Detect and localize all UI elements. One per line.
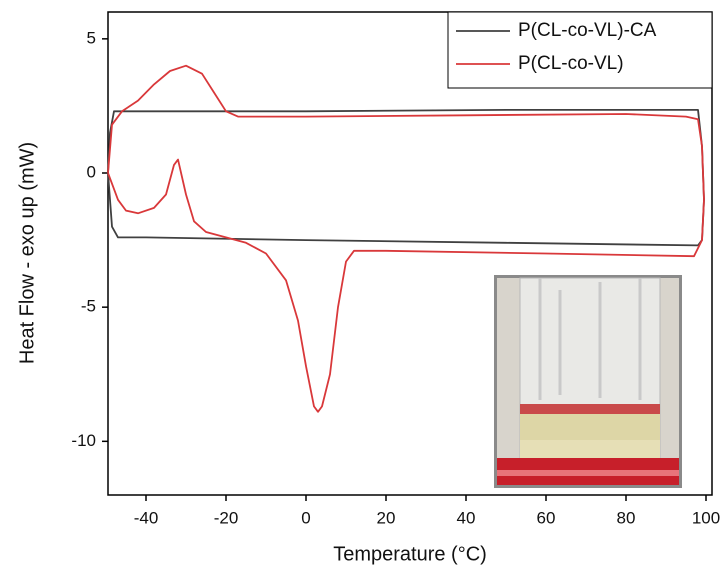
y-tick-label: -10 — [71, 431, 96, 450]
inset-photo — [494, 275, 682, 488]
x-tick-label: 20 — [377, 508, 396, 527]
x-axis-label: Temperature (°C) — [333, 543, 487, 565]
x-tick-label: 100 — [692, 508, 720, 527]
x-tick-label: 0 — [301, 508, 310, 527]
y-tick-label: 5 — [87, 28, 96, 47]
x-tick-label: 80 — [617, 508, 636, 527]
x-tick-label: 60 — [537, 508, 556, 527]
x-tick-label: 40 — [457, 508, 476, 527]
plot-frame — [107, 11, 713, 496]
x-tick-label: -20 — [214, 508, 239, 527]
y-tick-label: 0 — [87, 162, 96, 181]
data-line — [107, 64, 705, 413]
legend-label: P(CL-co-VL) — [518, 53, 624, 74]
y-axis-label: Heat Flow - exo up (mW) — [16, 142, 38, 364]
x-tick-label: -40 — [134, 508, 159, 527]
legend-label: P(CL-co-VL)-CA — [518, 20, 657, 41]
legend-box — [447, 11, 713, 89]
y-tick-label: -5 — [81, 297, 96, 316]
